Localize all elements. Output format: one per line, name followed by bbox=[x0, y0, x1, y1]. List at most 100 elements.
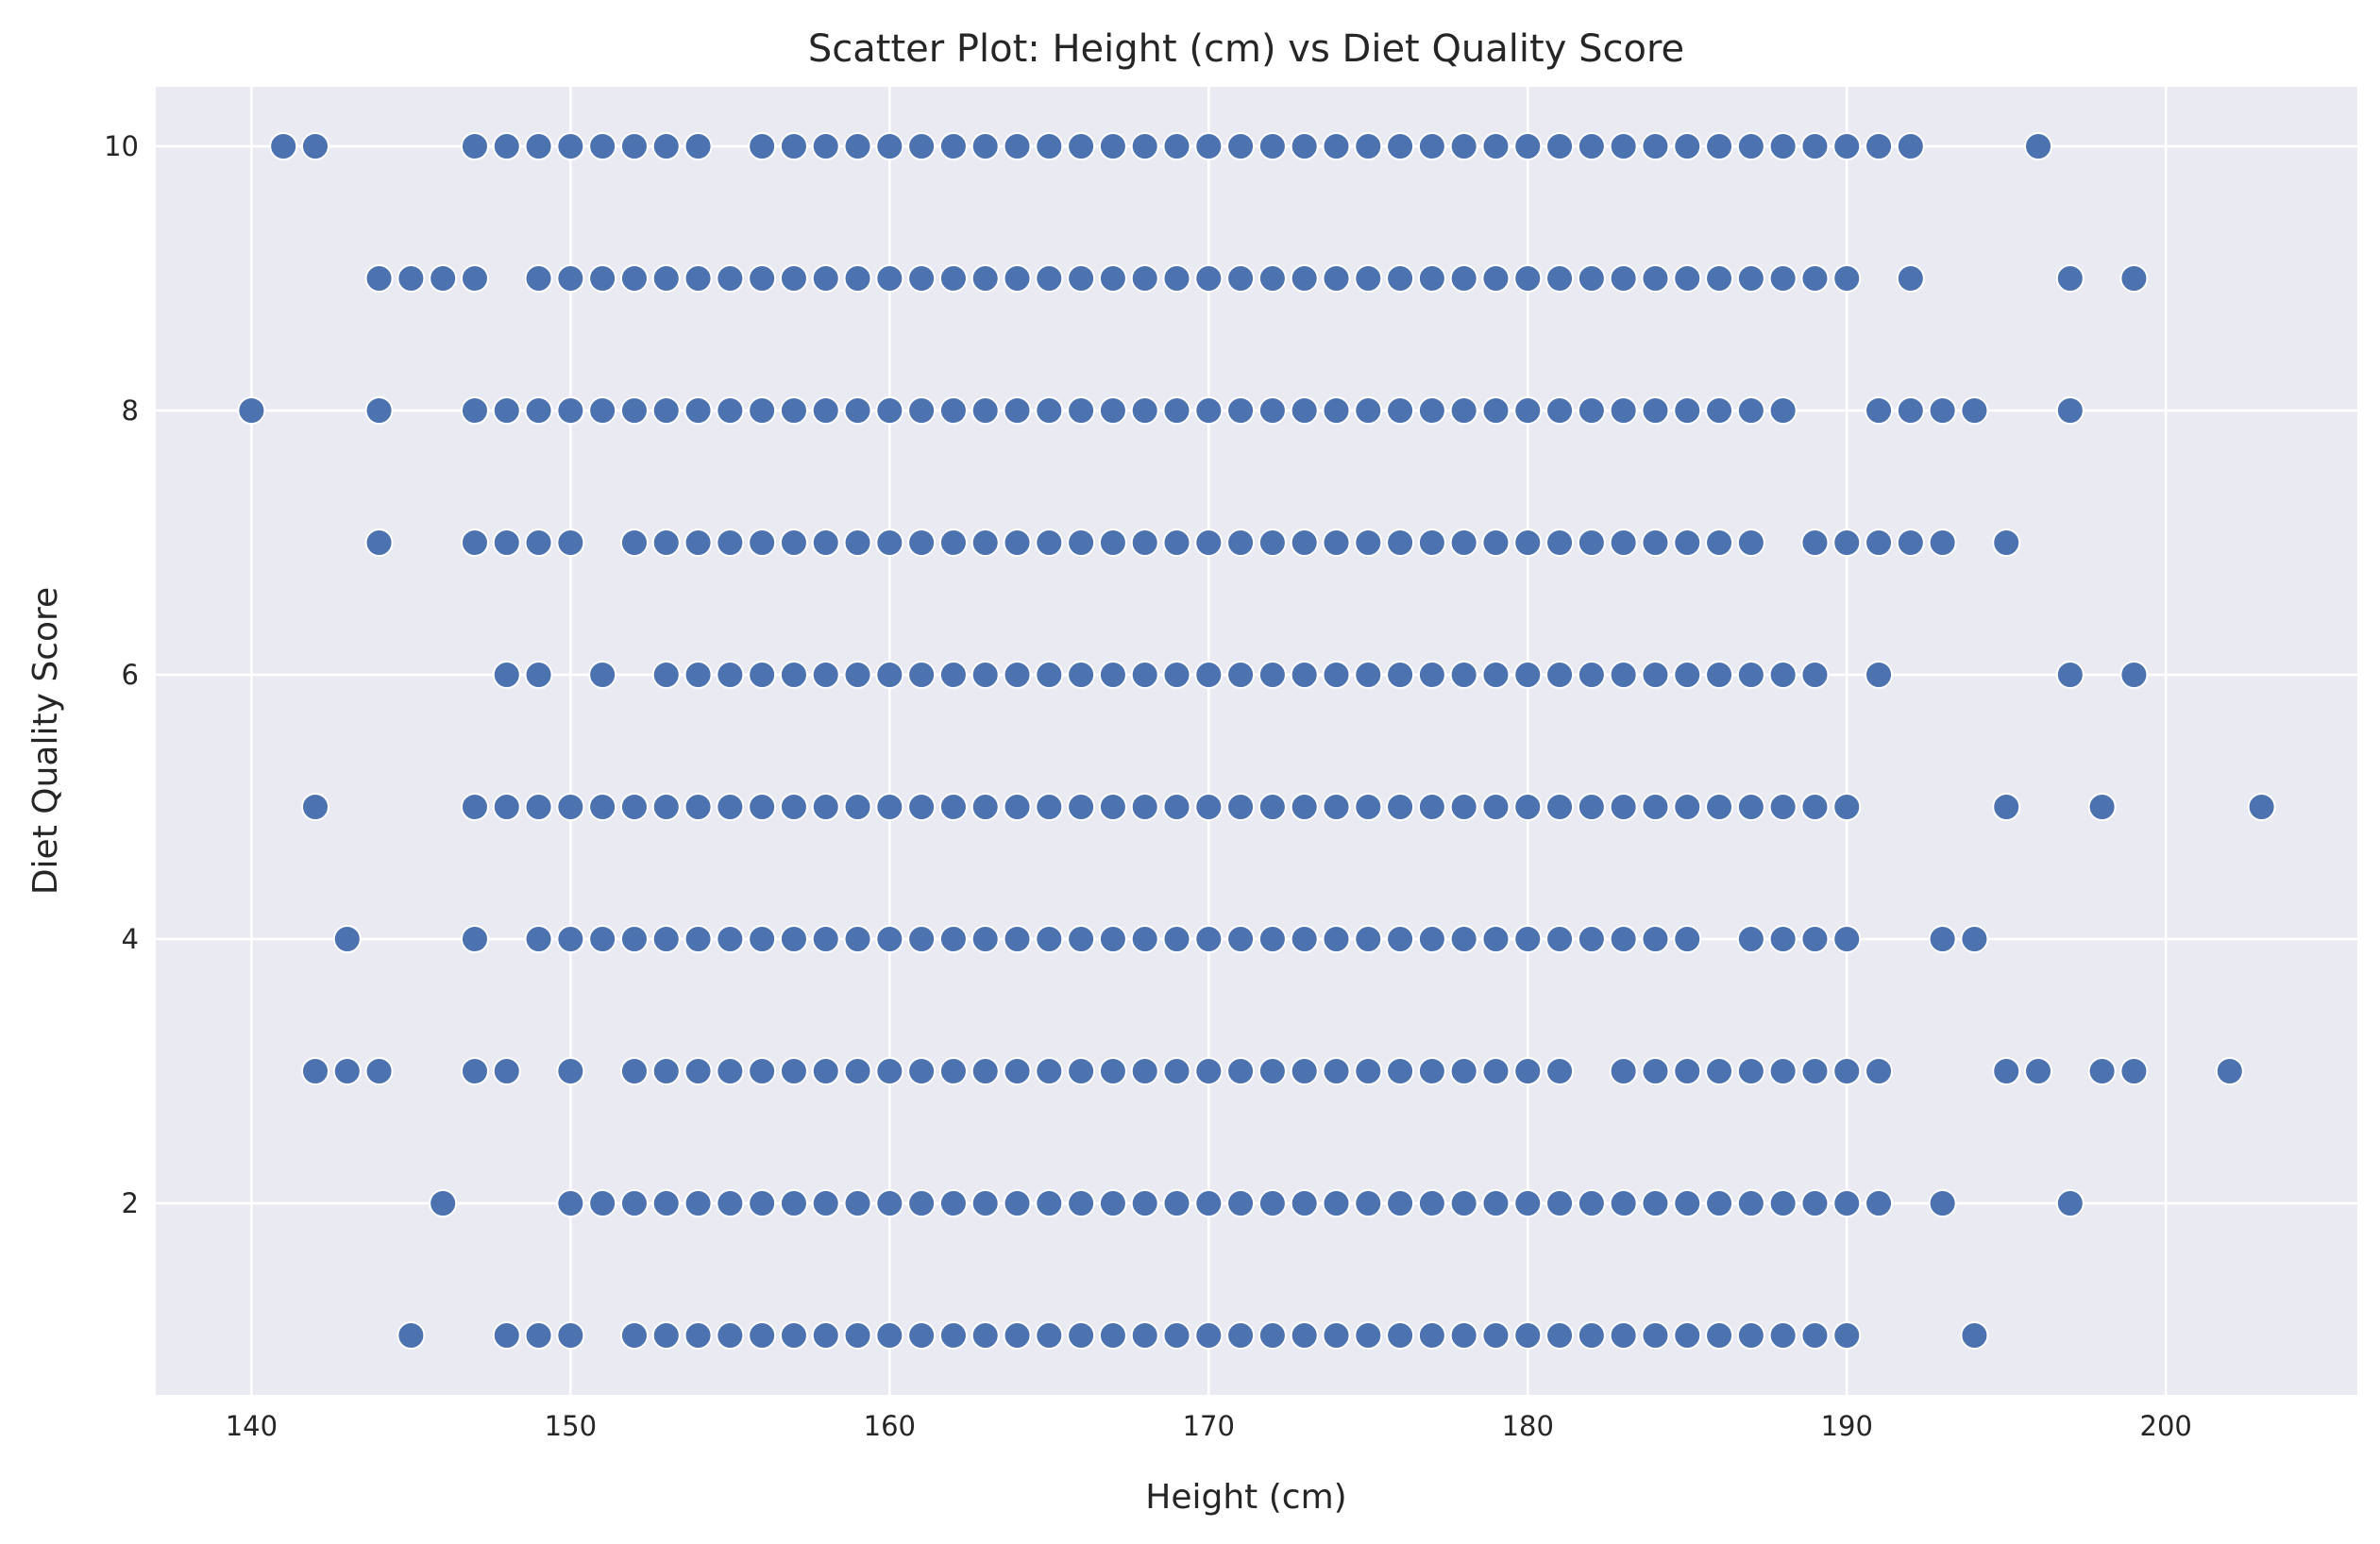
data-point bbox=[1736, 1321, 1765, 1350]
x-tick-label: 170 bbox=[1183, 1410, 1235, 1442]
data-point bbox=[1354, 132, 1383, 160]
data-point bbox=[716, 1057, 745, 1085]
x-tick-label: 200 bbox=[2140, 1410, 2192, 1442]
data-point bbox=[971, 264, 1000, 293]
data-point bbox=[1832, 264, 1862, 293]
data-point bbox=[1513, 793, 1543, 821]
data-point bbox=[1258, 661, 1287, 689]
data-point bbox=[1003, 661, 1032, 689]
data-point bbox=[1641, 396, 1670, 425]
data-point bbox=[1609, 661, 1638, 689]
data-point bbox=[1768, 264, 1798, 293]
data-point bbox=[651, 264, 681, 293]
data-point bbox=[1386, 793, 1415, 821]
data-point bbox=[684, 1189, 713, 1217]
data-point bbox=[1800, 264, 1830, 293]
data-point bbox=[1035, 925, 1064, 953]
data-point bbox=[1545, 661, 1575, 689]
data-point bbox=[1609, 793, 1638, 821]
data-point bbox=[429, 1189, 458, 1217]
data-point bbox=[1865, 661, 1894, 689]
data-point bbox=[1673, 793, 1702, 821]
data-point bbox=[1354, 396, 1383, 425]
data-point bbox=[1322, 529, 1351, 557]
data-point bbox=[938, 661, 968, 689]
data-point bbox=[1577, 793, 1606, 821]
data-point bbox=[460, 925, 489, 953]
data-point bbox=[2119, 264, 2149, 293]
data-point bbox=[1290, 661, 1319, 689]
data-point bbox=[1449, 264, 1478, 293]
data-point bbox=[1226, 396, 1256, 425]
x-axis-label: Height (cm) bbox=[1145, 1478, 1346, 1517]
data-point bbox=[1577, 132, 1606, 160]
data-point bbox=[875, 529, 904, 557]
data-point bbox=[1130, 1057, 1159, 1085]
data-point bbox=[1736, 1189, 1765, 1217]
data-point bbox=[1513, 1321, 1543, 1350]
data-point bbox=[460, 396, 489, 425]
data-point bbox=[1354, 661, 1383, 689]
data-point bbox=[1322, 396, 1351, 425]
data-point bbox=[1865, 396, 1894, 425]
data-point bbox=[1545, 132, 1575, 160]
data-point bbox=[300, 132, 329, 160]
data-point bbox=[907, 1057, 937, 1085]
data-point bbox=[779, 661, 808, 689]
data-point bbox=[1896, 396, 1925, 425]
data-point bbox=[843, 132, 872, 160]
data-point bbox=[1545, 529, 1575, 557]
data-point bbox=[1130, 264, 1159, 293]
data-point bbox=[619, 1057, 649, 1085]
data-point bbox=[556, 132, 585, 160]
x-tick-label: 160 bbox=[864, 1410, 916, 1442]
data-point bbox=[364, 396, 394, 425]
data-point bbox=[1832, 1057, 1862, 1085]
data-point bbox=[1417, 1321, 1446, 1350]
data-point bbox=[907, 661, 937, 689]
data-point bbox=[1673, 396, 1702, 425]
data-point bbox=[1035, 264, 1064, 293]
data-point bbox=[1417, 396, 1446, 425]
data-point bbox=[1705, 396, 1734, 425]
data-point bbox=[938, 132, 968, 160]
data-point bbox=[1417, 925, 1446, 953]
data-point bbox=[1449, 396, 1478, 425]
data-point bbox=[1928, 529, 1957, 557]
data-point bbox=[1067, 396, 1096, 425]
data-point bbox=[524, 529, 553, 557]
data-point bbox=[843, 1189, 872, 1217]
data-point bbox=[1417, 793, 1446, 821]
data-point bbox=[492, 396, 521, 425]
y-tick-label: 10 bbox=[104, 130, 139, 162]
data-point bbox=[332, 1057, 362, 1085]
data-point bbox=[1194, 1057, 1224, 1085]
data-point bbox=[1258, 793, 1287, 821]
data-point bbox=[1067, 793, 1096, 821]
data-point bbox=[938, 925, 968, 953]
data-point bbox=[1098, 396, 1127, 425]
data-point bbox=[2119, 1057, 2149, 1085]
data-point bbox=[1673, 132, 1702, 160]
data-point bbox=[1609, 396, 1638, 425]
data-point bbox=[1609, 1189, 1638, 1217]
data-point bbox=[1800, 1057, 1830, 1085]
data-point bbox=[907, 529, 937, 557]
data-point bbox=[1513, 264, 1543, 293]
y-axis-label: Diet Quality Score bbox=[26, 587, 65, 895]
data-point bbox=[1067, 661, 1096, 689]
data-point bbox=[524, 793, 553, 821]
data-point bbox=[716, 793, 745, 821]
data-point bbox=[1865, 1189, 1894, 1217]
data-point bbox=[1609, 529, 1638, 557]
data-point bbox=[971, 1057, 1000, 1085]
data-point bbox=[1098, 529, 1127, 557]
y-tick-label: 6 bbox=[122, 659, 139, 691]
data-point bbox=[1130, 1189, 1159, 1217]
data-point bbox=[1641, 925, 1670, 953]
data-point bbox=[684, 1057, 713, 1085]
data-point bbox=[619, 793, 649, 821]
data-point bbox=[811, 1057, 840, 1085]
data-point bbox=[1545, 396, 1575, 425]
